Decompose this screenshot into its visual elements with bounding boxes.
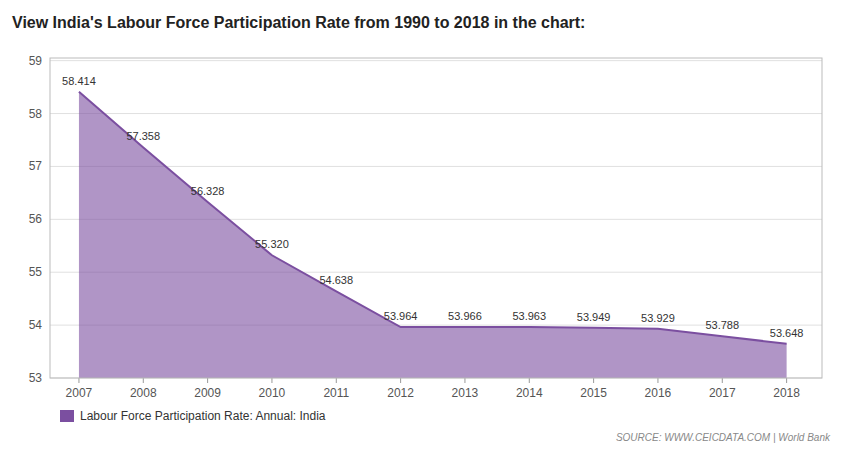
y-tick-label: 58	[29, 107, 43, 121]
x-tick	[336, 378, 337, 383]
data-label: 53.963	[512, 310, 546, 322]
x-tick	[400, 378, 401, 383]
marks	[79, 92, 787, 378]
x-tick-label: 2007	[66, 386, 93, 400]
data-label: 53.788	[705, 319, 739, 331]
source: SOURCE: WWW.CEICDATA.COM | World Bank	[616, 432, 831, 443]
x-tick-label: 2015	[580, 386, 607, 400]
x-tick-label: 2008	[130, 386, 157, 400]
legend-label: Labour Force Participation Rate: Annual:…	[80, 409, 326, 423]
x-tick-label: 2010	[259, 386, 286, 400]
y-tick-label: 55	[29, 265, 43, 279]
line	[79, 92, 787, 344]
data-label: 56.328	[191, 185, 225, 197]
grid-line	[50, 60, 822, 61]
y-tick-label: 56	[29, 212, 43, 226]
grid-line	[50, 113, 822, 114]
area	[79, 92, 787, 378]
x-tick	[657, 378, 658, 383]
data-label: 55.320	[255, 238, 289, 250]
x-tick	[143, 378, 144, 383]
x-tick	[722, 378, 723, 383]
x-tick	[786, 378, 787, 383]
data-label: 53.949	[577, 311, 611, 323]
x-tick	[271, 378, 272, 383]
x-tick-label: 2013	[452, 386, 479, 400]
data-label: 53.929	[641, 312, 675, 324]
x-tick-label: 2018	[773, 386, 800, 400]
x-tick	[78, 378, 79, 383]
x-tick-label: 2016	[645, 386, 672, 400]
data-labels: 58.414 57.358 56.328 55.320 54.638 53.964 53.9…	[62, 75, 803, 339]
x-tick	[593, 378, 594, 383]
x-tick	[207, 378, 208, 383]
grid	[50, 61, 822, 378]
legend: Labour Force Participation Rate: Annual:…	[60, 409, 326, 423]
x-tick-label: 2017	[709, 386, 736, 400]
data-label: 54.638	[319, 274, 353, 286]
x-tick-label: 2014	[516, 386, 543, 400]
x-tick	[529, 378, 530, 383]
y-tick-label: 57	[29, 159, 43, 173]
x-tick-label: 2012	[387, 386, 414, 400]
data-label: 58.414	[62, 75, 96, 87]
data-label: 53.648	[770, 327, 804, 339]
y-tick-label: 59	[29, 54, 43, 68]
x-tick	[464, 378, 465, 383]
y-tick-label: 53	[29, 371, 43, 385]
data-label: 53.964	[384, 310, 418, 322]
y-tick-label: 54	[29, 318, 43, 332]
title: View India's Labour Force Participation …	[12, 14, 585, 31]
legend-swatch	[60, 410, 74, 422]
x-tick-label: 2009	[194, 386, 221, 400]
data-label: 57.358	[126, 130, 160, 142]
x-tick-label: 2011	[323, 386, 349, 400]
data-label: 53.966	[448, 310, 482, 322]
plot-frame	[50, 58, 822, 378]
